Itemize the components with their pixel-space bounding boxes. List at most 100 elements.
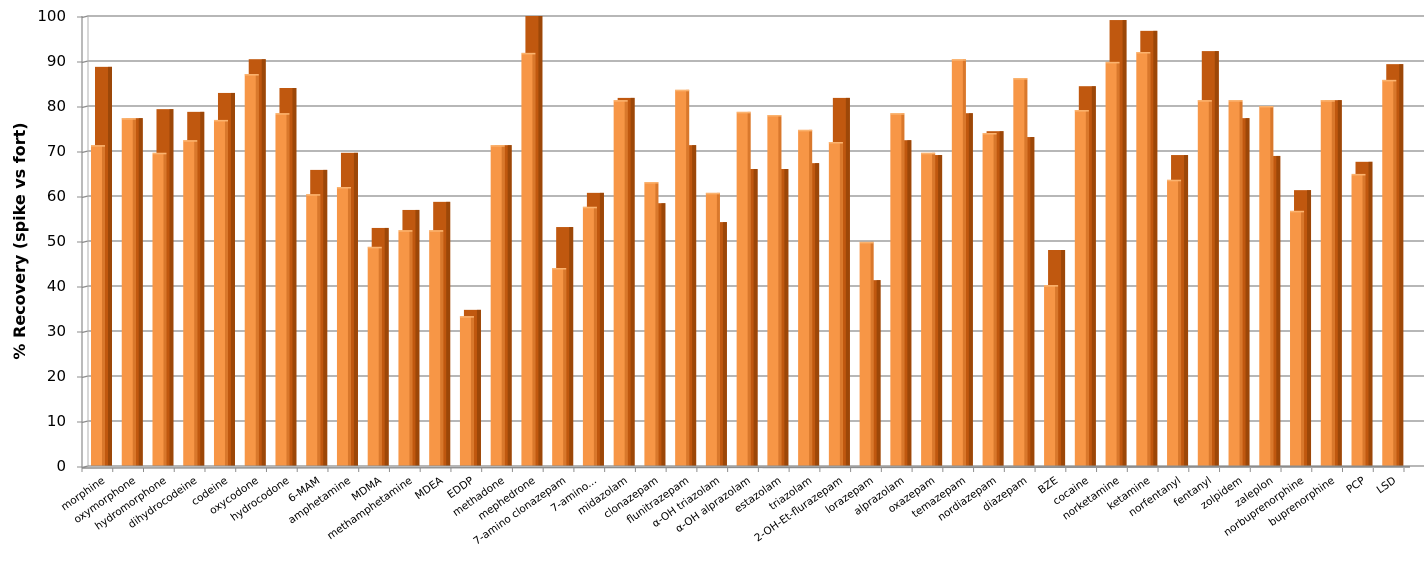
bar-series1-top [1105,61,1120,64]
bar-series2-side [1368,161,1373,467]
x-category-label: PCP [1344,475,1367,496]
bar-series1-top [521,52,536,55]
bar-series1 [951,59,966,466]
y-tick-label: 60 [47,187,66,205]
bar-series1-top [736,111,751,114]
bar-series1-top [828,142,843,144]
bar-series2-side [999,131,1004,466]
bar-series1-top [1382,79,1397,82]
y-tick-label: 90 [47,52,66,70]
bar-series2-side [1337,100,1342,467]
bar-series1-side [716,192,720,466]
bar-series1 [429,230,444,466]
bar-series1-top [398,230,413,232]
bar-series1 [490,145,505,466]
gridline-left [81,15,89,19]
bar-series2-side [630,97,635,467]
bar-series1-top [213,119,228,122]
bar-series1 [705,192,720,466]
bar-series1-top [982,133,997,135]
bar-series1 [767,115,782,466]
y-tick-label: 10 [47,412,66,430]
bar-series1-top [582,206,597,209]
bar-series1 [1351,173,1366,466]
bar-series1-side [686,89,690,467]
y-tick-label: 50 [47,232,66,250]
gridline-left [81,375,89,379]
x-category-label: MDEA [413,474,446,502]
bar-series1 [1105,61,1120,467]
bar-series1-top [1044,285,1059,287]
bar-series2-side [538,16,543,466]
bar-series1-side [1393,79,1397,467]
y-tick-label: 40 [47,277,66,295]
bar-series1-top [1228,100,1243,102]
bar-series1-side [224,119,228,466]
bar-series2-side [384,227,389,466]
bar-series1-top [552,268,567,270]
bar-series2-side [599,192,604,466]
bar-series2-side [1061,250,1066,466]
bar-series [91,16,1404,467]
bar-series1-side [809,129,813,466]
bar-series1 [1136,52,1151,466]
bar-series2-side [230,92,235,466]
bar-series2-side [507,145,512,466]
bar-series1-top [675,89,690,92]
bar-series2-side [569,227,574,466]
bar-series1-side [1239,100,1243,467]
y-tick-label: 100 [37,7,66,25]
bar-series2-side [753,169,758,466]
bar-series1 [398,230,413,466]
bar-series1-top [275,113,290,115]
y-axis-title: % Recovery (spike vs fort) [10,122,29,359]
bar-series2-side [692,145,697,466]
bar-series1 [1074,110,1089,467]
bar-series2-side [1030,137,1035,467]
bar-series1 [1197,100,1212,467]
bar-series1-side [501,145,505,466]
bar-series1-side [1331,100,1335,467]
bar-series2-side [784,169,789,466]
gridline-left [81,60,89,64]
bar-series1-side [409,230,413,466]
bar-series1-side [286,113,290,466]
bar-series1-top [1136,52,1151,54]
gridline-left [81,285,89,289]
bar-series1 [336,187,351,466]
bar-series1 [613,100,628,467]
bar-series1-top [613,100,628,102]
bar-series1 [982,133,997,466]
bar-series1 [367,246,382,466]
bar-series1-side [655,182,659,467]
gridline-left [81,150,89,154]
bar-series2-side [108,66,112,466]
bar-series2-side [1214,51,1219,466]
bar-series1 [244,74,259,467]
y-tick-label: 80 [47,97,66,115]
bar-series1 [306,194,321,466]
bar-series1-side [901,113,905,466]
bar-series1 [552,268,567,466]
bar-series1-side [255,74,259,467]
bar-series1-side [624,100,628,467]
gridline-left [81,240,89,244]
bar-series2-side [1184,155,1189,467]
bar-series1 [121,118,136,467]
bar-series2-side [1307,190,1312,466]
bar-series1-top [1013,78,1028,80]
bar-series1-top [91,145,105,147]
bar-series2-side [907,140,912,466]
y-axis-ticks: 0 10 20 30 40 50 60 70 80 90 100 [37,7,66,475]
bar-series2-side [1399,64,1404,467]
bar-series1-top [1290,210,1305,213]
bar-series1-top [1074,110,1089,112]
gridline-left [81,105,89,109]
bar-series1-top [921,152,936,155]
bar-series2-side [476,309,481,466]
bar-series2-side [1276,155,1281,466]
y-tick-label: 20 [47,367,66,385]
bar-series1-side [1178,179,1182,467]
bar-series1-top [798,129,813,132]
